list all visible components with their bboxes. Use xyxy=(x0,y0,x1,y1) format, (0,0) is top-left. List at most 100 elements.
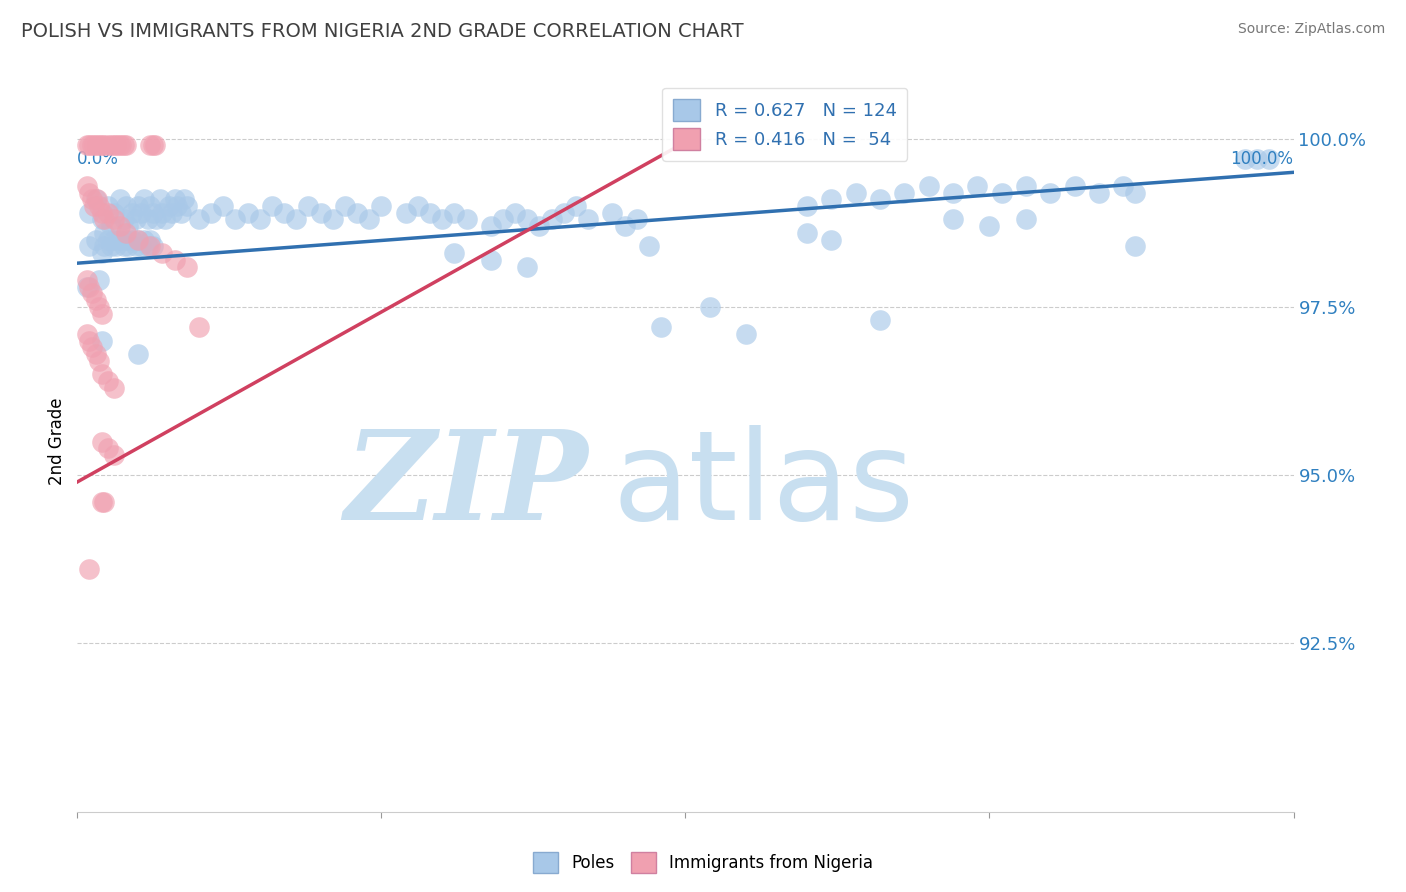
Point xyxy=(80,138,103,153)
Point xyxy=(117,239,139,253)
Point xyxy=(142,205,165,219)
Point xyxy=(105,239,128,253)
Point xyxy=(93,239,115,253)
Point xyxy=(1063,178,1085,193)
Point xyxy=(93,226,115,240)
Point xyxy=(97,374,120,388)
Text: 0.0%: 0.0% xyxy=(77,150,120,168)
Point xyxy=(139,233,162,247)
Y-axis label: 2nd Grade: 2nd Grade xyxy=(48,398,66,485)
Legend: R = 0.627   N = 124, R = 0.416   N =  54: R = 0.627 N = 124, R = 0.416 N = 54 xyxy=(662,87,907,161)
Point xyxy=(89,199,111,213)
Point xyxy=(309,205,332,219)
Point xyxy=(129,205,152,219)
Point xyxy=(576,212,599,227)
Text: Source: ZipAtlas.com: Source: ZipAtlas.com xyxy=(1237,22,1385,37)
Point xyxy=(136,212,159,227)
Point xyxy=(145,212,167,227)
Point xyxy=(456,212,478,227)
Text: atlas: atlas xyxy=(613,425,914,547)
Point xyxy=(100,219,122,234)
Point xyxy=(76,279,98,293)
Point xyxy=(97,442,120,456)
Point xyxy=(93,138,115,153)
Point xyxy=(112,239,135,253)
Point xyxy=(89,273,111,287)
Point xyxy=(200,205,222,219)
Point xyxy=(89,300,111,314)
Point xyxy=(93,212,115,227)
Point xyxy=(103,205,125,219)
Point xyxy=(1246,152,1268,166)
Point xyxy=(103,448,125,462)
Point xyxy=(163,252,186,267)
Point xyxy=(918,178,941,193)
Point xyxy=(97,138,120,153)
Point xyxy=(820,233,842,247)
Point xyxy=(1233,152,1256,166)
Point xyxy=(322,212,344,227)
Point xyxy=(127,233,149,247)
Point xyxy=(127,347,149,361)
Point xyxy=(157,199,180,213)
Point xyxy=(153,212,176,227)
Point xyxy=(103,381,125,395)
Text: ZIP: ZIP xyxy=(344,425,588,547)
Point xyxy=(152,246,174,260)
Point xyxy=(893,186,915,200)
Point xyxy=(79,562,101,576)
Point xyxy=(107,138,129,153)
Point xyxy=(333,199,356,213)
Point xyxy=(699,300,721,314)
Point xyxy=(90,334,112,348)
Point xyxy=(395,205,418,219)
Point xyxy=(142,138,165,153)
Point xyxy=(100,239,122,253)
Point xyxy=(134,192,156,206)
Point xyxy=(115,226,138,240)
Point xyxy=(1088,186,1111,200)
Point xyxy=(602,205,624,219)
Point xyxy=(79,279,101,293)
Point xyxy=(142,239,165,253)
Point xyxy=(869,192,891,206)
Point xyxy=(97,233,120,247)
Point xyxy=(540,212,562,227)
Point xyxy=(84,233,107,247)
Point xyxy=(76,138,98,153)
Point xyxy=(89,138,111,153)
Point xyxy=(650,320,672,334)
Point xyxy=(79,138,101,153)
Point xyxy=(1258,152,1281,166)
Point xyxy=(84,192,107,206)
Point xyxy=(134,233,156,247)
Point xyxy=(160,205,183,219)
Point xyxy=(76,178,98,193)
Point xyxy=(1125,239,1147,253)
Point xyxy=(942,212,965,227)
Point xyxy=(212,199,235,213)
Point xyxy=(80,286,103,301)
Point xyxy=(97,199,120,213)
Point xyxy=(115,199,138,213)
Point xyxy=(103,233,125,247)
Point xyxy=(516,260,538,274)
Point xyxy=(86,192,108,206)
Point xyxy=(529,219,551,234)
Point xyxy=(152,205,174,219)
Point xyxy=(820,192,842,206)
Point xyxy=(80,192,103,206)
Point xyxy=(406,199,429,213)
Point xyxy=(125,239,148,253)
Point xyxy=(108,233,131,247)
Point xyxy=(108,219,131,234)
Point xyxy=(188,320,211,334)
Point xyxy=(108,192,131,206)
Point xyxy=(103,138,125,153)
Legend: Poles, Immigrants from Nigeria: Poles, Immigrants from Nigeria xyxy=(526,846,880,880)
Point xyxy=(80,340,103,354)
Point xyxy=(176,260,198,274)
Point xyxy=(76,326,98,341)
Point xyxy=(503,205,526,219)
Text: 100.0%: 100.0% xyxy=(1230,150,1294,168)
